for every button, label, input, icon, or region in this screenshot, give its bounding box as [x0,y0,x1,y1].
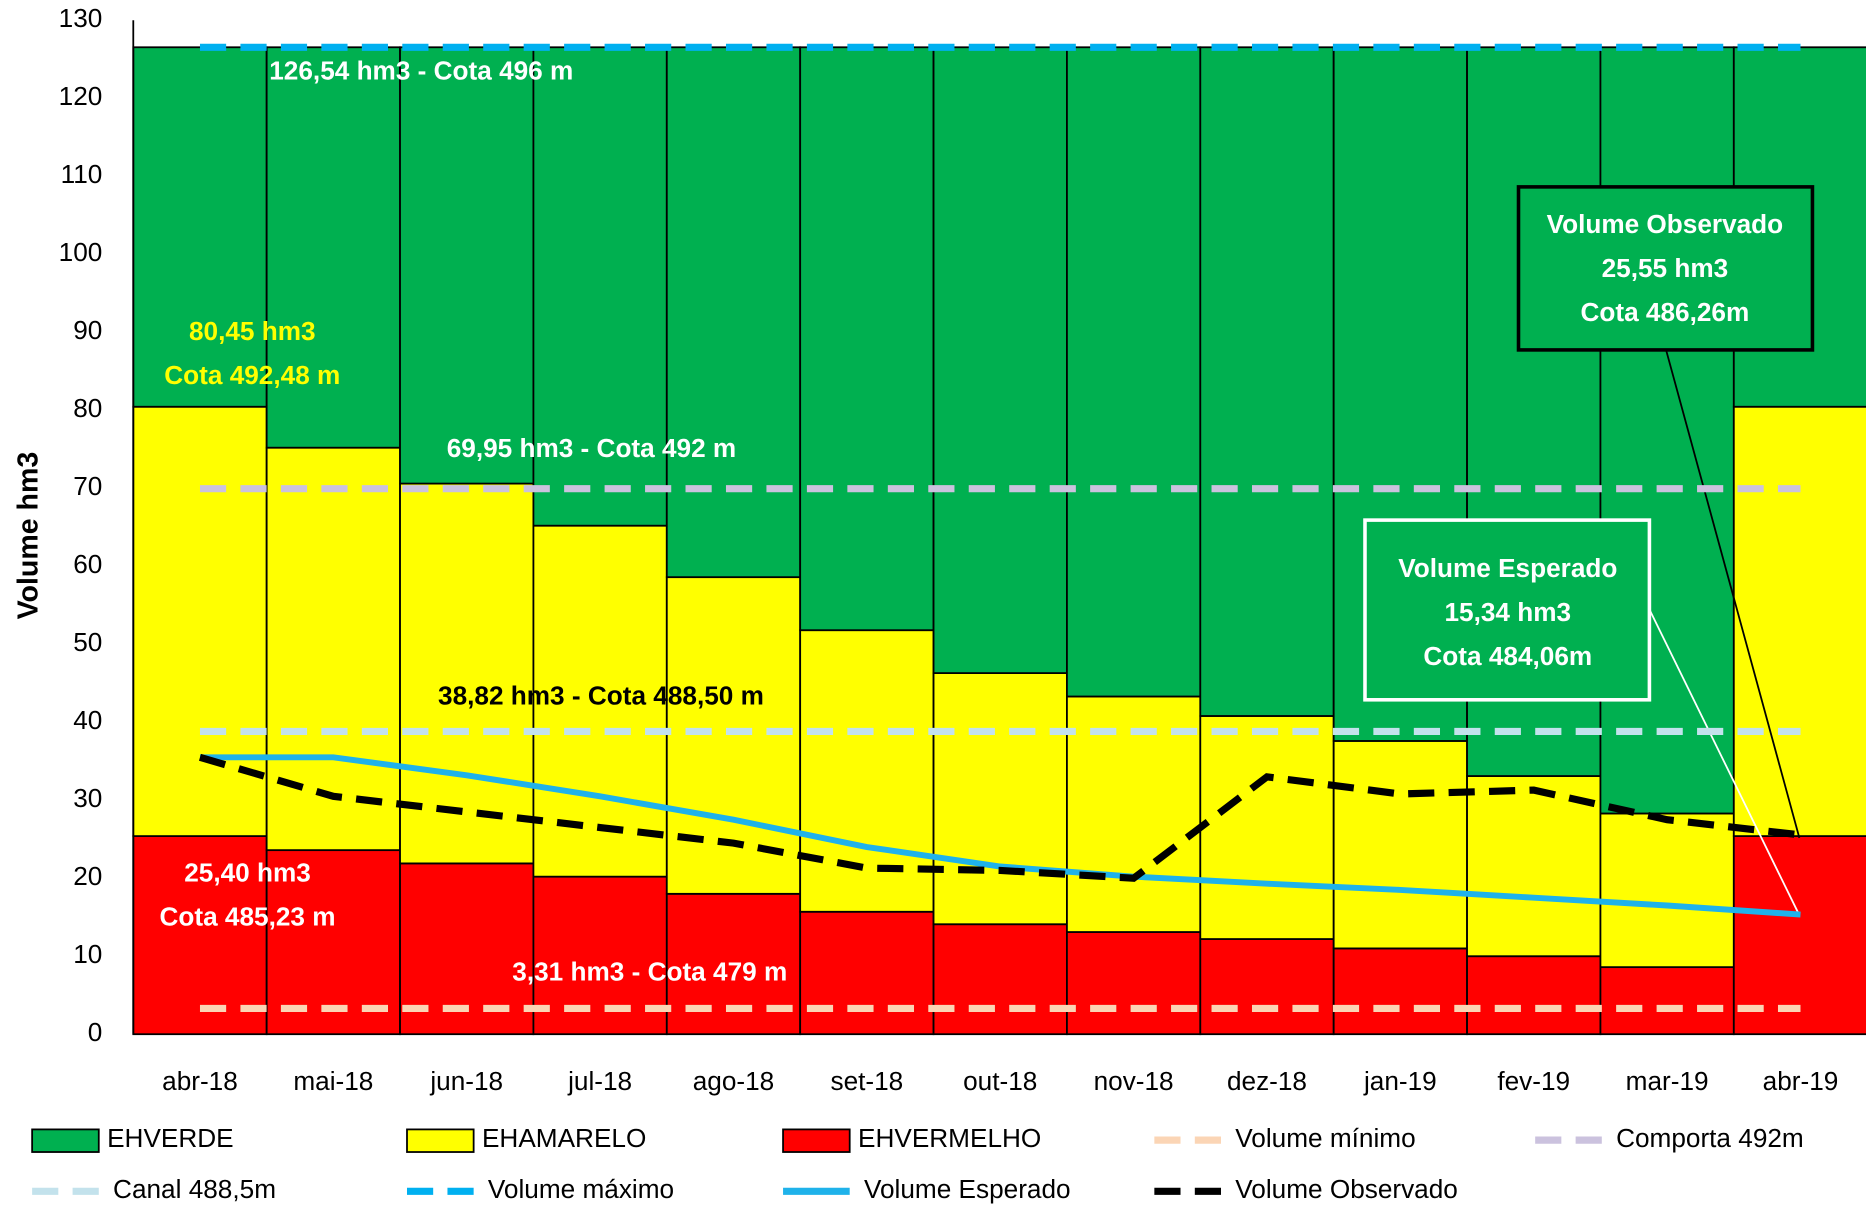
bar [799,910,935,1036]
x-tick-label: abr-18 [162,1066,238,1096]
annotation: Volume Esperado [1398,553,1617,583]
y-axis-title: Volume hm3 [12,452,44,620]
bar [1332,947,1468,1036]
x-tick-label: jul-18 [567,1066,632,1096]
callout-line [1665,349,1801,839]
y-tick-label: 90 [73,315,102,345]
bar [532,875,668,1036]
callout-box [1516,185,1815,352]
bar [1066,46,1202,698]
callout-box [1363,518,1652,702]
y-tick-label: 120 [59,81,103,111]
bar [932,46,1068,674]
bar [665,46,802,579]
line-series [198,753,1801,882]
bar [1599,966,1735,1036]
annotation: Cota 484,06m [1423,641,1592,671]
bar [532,46,668,527]
legend-label: EHVERDE [107,1123,234,1153]
annotation: 126,54 hm3 - Cota 496 m [269,56,573,86]
legend-label: Canal 488,5m [113,1174,276,1204]
bar [932,923,1068,1036]
bar [1199,46,1335,717]
annotation: 69,95 hm3 - Cota 492 m [447,433,736,463]
bar [1732,835,1866,1036]
legend-label: Volume mínimo [1235,1123,1415,1153]
x-tick-label: mai-18 [293,1066,373,1096]
x-tick-label: ago-18 [693,1066,774,1096]
annotation: Volume Observado [1547,209,1784,239]
legend-swatch [782,1128,851,1153]
y-tick-label: 0 [88,1017,103,1047]
y-tick-label: 130 [59,3,103,33]
x-tick-label: fev-19 [1497,1066,1570,1096]
y-tick-label: 80 [73,393,102,423]
bar [1066,931,1202,1036]
bar [132,405,268,837]
bar [1332,740,1468,950]
annotation: 15,34 hm3 [1444,597,1571,627]
line-series [199,754,1801,918]
annotation: 38,82 hm3 - Cota 488,50 m [438,680,764,710]
x-tick-label: mar-19 [1626,1066,1709,1096]
bar [1466,955,1602,1036]
y-tick-label: 100 [59,237,103,267]
bar [265,446,401,852]
legend-label: Comporta 492m [1616,1123,1804,1153]
y-tick-label: 40 [73,705,102,735]
y-tick-label: 70 [73,471,102,501]
x-tick-label: out-18 [963,1066,1037,1096]
annotation: Cota 486,26m [1581,297,1750,327]
bar [799,46,935,632]
x-tick-label: dez-18 [1227,1066,1307,1096]
bar [399,482,535,865]
y-tick-label: 60 [73,549,102,579]
callout-line [1648,608,1801,916]
x-tick-label: abr-19 [1763,1066,1839,1096]
annotation: Cota 492,48 m [164,360,340,390]
annotation: 25,40 hm3 [184,858,311,888]
x-tick-label: set-18 [830,1066,903,1096]
x-tick-label: jun-18 [429,1066,503,1096]
annotation: 80,45 hm3 [189,316,316,346]
legend-swatch [406,1128,475,1153]
x-tick-label: nov-18 [1094,1066,1174,1096]
y-tick-label: 110 [61,159,103,189]
y-tick-label: 10 [73,939,102,969]
bar [1199,938,1335,1036]
y-tick-label: 20 [73,861,102,891]
annotation: 25,55 hm3 [1602,253,1729,283]
annotation: 3,31 hm3 - Cota 479 m [512,956,787,986]
y-tick-label: 50 [73,627,102,657]
legend-label: EHVERMELHO [858,1123,1041,1153]
bar [1732,405,1866,837]
bar [399,46,535,485]
bar [132,46,268,408]
bar [532,524,668,878]
bar [932,672,1068,926]
bar [132,835,268,1036]
legend-label: EHAMARELO [482,1123,646,1153]
bar [1199,715,1335,940]
bar [1066,695,1202,933]
x-tick-label: jan-19 [1363,1066,1437,1096]
bar [1599,812,1735,969]
annotation: Cota 485,23 m [160,902,336,932]
legend-label: Volume máximo [488,1174,674,1204]
bar [799,629,935,913]
legend-swatch [31,1128,100,1153]
legend-label: Volume Esperado [864,1174,1071,1204]
legend-label: Volume Observado [1235,1174,1458,1204]
bar [265,46,401,449]
y-tick-label: 30 [73,783,102,813]
